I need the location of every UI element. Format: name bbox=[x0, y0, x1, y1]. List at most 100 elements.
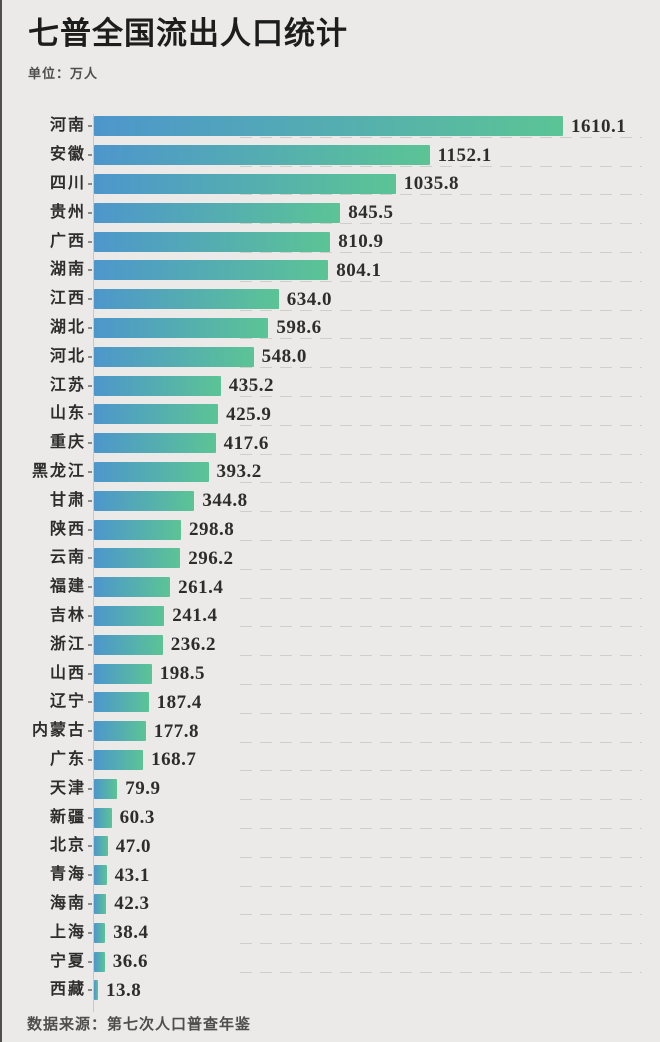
bar bbox=[94, 951, 105, 972]
bar-area: 810.9 bbox=[92, 231, 660, 253]
axis-tick bbox=[88, 298, 92, 301]
bar bbox=[94, 605, 165, 626]
category-label: 天津 bbox=[49, 779, 86, 797]
bar bbox=[94, 749, 144, 770]
chart-row: 甘肃 344.8 bbox=[0, 486, 660, 515]
category-label: 广西 bbox=[49, 232, 86, 250]
axis-tick bbox=[88, 384, 92, 387]
value-label: 13.8 bbox=[106, 979, 142, 1001]
category-label: 山西 bbox=[49, 664, 86, 682]
bar-area: 845.5 bbox=[92, 202, 660, 223]
category-label: 吉林 bbox=[49, 606, 86, 624]
chart-row: 广西 810.9 bbox=[0, 227, 660, 256]
bar bbox=[94, 490, 195, 511]
category-label: 陕西 bbox=[49, 520, 86, 538]
chart-row: 黑龙江 393.2 bbox=[0, 458, 660, 487]
value-label: 241.4 bbox=[172, 605, 218, 627]
value-label: 435.2 bbox=[228, 375, 275, 397]
value-label: 198.5 bbox=[159, 663, 206, 685]
chart-row: 河北 548.0 bbox=[0, 342, 660, 371]
bar-area: 42.3 bbox=[92, 893, 660, 915]
axis-tick bbox=[88, 470, 92, 473]
chart-row: 陕西 298.8 bbox=[0, 515, 660, 544]
chart-row: 广东 168.7 bbox=[0, 746, 660, 775]
chart-row: 山西 198.5 bbox=[0, 659, 660, 688]
category-label: 贵州 bbox=[49, 203, 86, 221]
category-label: 安徽 bbox=[49, 146, 86, 164]
bar-area: 598.6 bbox=[92, 317, 660, 339]
axis-tick bbox=[88, 154, 92, 157]
axis-tick bbox=[88, 816, 92, 819]
bar-area: 417.6 bbox=[92, 433, 660, 454]
chart-row: 辽宁 187.4 bbox=[0, 688, 660, 717]
axis-tick bbox=[88, 528, 92, 531]
value-label: 187.4 bbox=[156, 691, 202, 713]
category-label: 青海 bbox=[49, 866, 86, 884]
category-label: 福建 bbox=[49, 578, 86, 596]
bar-area: 241.4 bbox=[92, 605, 660, 627]
bar bbox=[94, 317, 269, 338]
axis-tick bbox=[88, 442, 92, 445]
bar-area: 60.3 bbox=[92, 807, 660, 829]
bar-area: 344.8 bbox=[92, 490, 660, 512]
bar-area: 634.0 bbox=[92, 289, 660, 310]
category-label: 河南 bbox=[49, 117, 86, 135]
category-label: 甘肃 bbox=[49, 491, 86, 509]
category-label: 西藏 bbox=[49, 981, 86, 999]
chart-row: 福建 261.4 bbox=[0, 573, 660, 602]
value-label: 168.7 bbox=[151, 749, 197, 771]
chart-row: 湖南 804.1 bbox=[0, 256, 660, 285]
value-label: 47.0 bbox=[115, 835, 151, 857]
value-label: 804.1 bbox=[336, 259, 382, 281]
chart-row: 湖北 598.6 bbox=[0, 314, 660, 343]
axis-tick bbox=[88, 758, 92, 761]
axis-tick bbox=[88, 672, 92, 675]
category-label: 湖北 bbox=[49, 318, 86, 336]
bar-area: 804.1 bbox=[92, 259, 660, 281]
value-label: 38.4 bbox=[113, 922, 149, 944]
bar-area: 425.9 bbox=[92, 403, 660, 425]
axis-tick bbox=[88, 787, 92, 790]
axis-tick bbox=[88, 730, 92, 733]
value-label: 43.1 bbox=[114, 864, 150, 886]
bar-area: 47.0 bbox=[92, 835, 660, 857]
bar bbox=[94, 807, 112, 828]
bar bbox=[94, 865, 107, 886]
value-label: 296.2 bbox=[188, 547, 234, 569]
bar-area: 393.2 bbox=[92, 461, 660, 482]
chart-row: 青海 43.1 bbox=[0, 861, 660, 890]
category-label: 内蒙古 bbox=[31, 722, 86, 740]
value-label: 425.9 bbox=[226, 403, 272, 425]
value-label: 344.8 bbox=[202, 490, 248, 512]
category-label: 江苏 bbox=[49, 376, 86, 394]
bar-area: 168.7 bbox=[92, 749, 660, 771]
bar bbox=[94, 461, 209, 482]
bar-area: 13.8 bbox=[92, 979, 660, 1001]
value-label: 598.6 bbox=[276, 317, 322, 339]
value-label: 1152.1 bbox=[437, 144, 492, 166]
left-edge-strip bbox=[0, 0, 2, 1042]
bar-area: 236.2 bbox=[92, 634, 660, 655]
bar bbox=[94, 980, 98, 1001]
bar bbox=[94, 116, 563, 137]
bar bbox=[94, 519, 181, 540]
value-label: 42.3 bbox=[114, 893, 150, 915]
category-label: 河北 bbox=[49, 347, 86, 365]
value-label: 36.6 bbox=[112, 951, 148, 972]
chart-row: 重庆 417.6 bbox=[0, 429, 660, 458]
bar bbox=[94, 663, 152, 684]
page-title: 七普全国流出人口统计 bbox=[28, 16, 348, 51]
bar-area: 79.9 bbox=[92, 778, 660, 799]
axis-tick bbox=[88, 125, 92, 128]
category-label: 上海 bbox=[49, 923, 86, 941]
value-label: 810.9 bbox=[338, 231, 384, 253]
bar bbox=[94, 404, 219, 425]
axis-tick bbox=[88, 240, 92, 243]
value-label: 548.0 bbox=[261, 346, 307, 368]
value-label: 60.3 bbox=[119, 807, 155, 829]
chart-row: 江苏 435.2 bbox=[0, 371, 660, 400]
axis-tick bbox=[88, 902, 92, 905]
bar-area: 1035.8 bbox=[92, 173, 660, 194]
bar-area: 435.2 bbox=[92, 375, 660, 397]
category-label: 广东 bbox=[49, 750, 86, 768]
